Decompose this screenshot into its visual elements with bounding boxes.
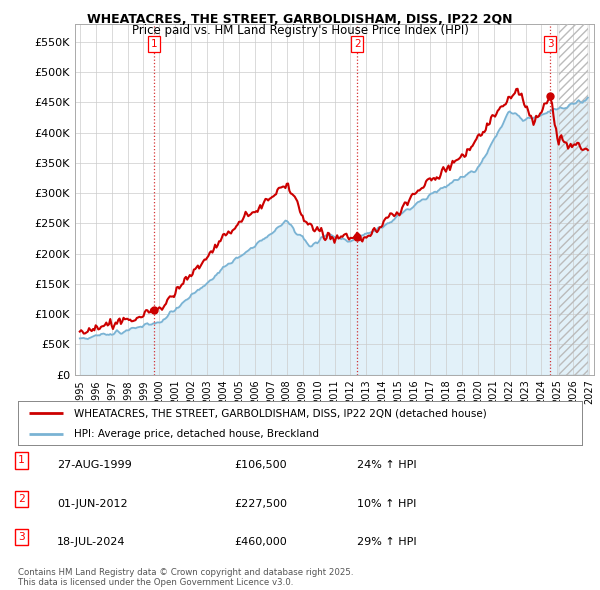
Text: 10% ↑ HPI: 10% ↑ HPI xyxy=(357,499,416,509)
Text: HPI: Average price, detached house, Breckland: HPI: Average price, detached house, Brec… xyxy=(74,428,319,438)
Text: 24% ↑ HPI: 24% ↑ HPI xyxy=(357,460,416,470)
Text: 3: 3 xyxy=(18,532,25,542)
Text: £106,500: £106,500 xyxy=(234,460,287,470)
Text: 27-AUG-1999: 27-AUG-1999 xyxy=(57,460,132,470)
Text: £227,500: £227,500 xyxy=(234,499,287,509)
Text: 2: 2 xyxy=(354,39,361,49)
Text: 01-JUN-2012: 01-JUN-2012 xyxy=(57,499,128,509)
Text: Contains HM Land Registry data © Crown copyright and database right 2025.
This d: Contains HM Land Registry data © Crown c… xyxy=(18,568,353,587)
Text: 1: 1 xyxy=(18,455,25,466)
Text: WHEATACRES, THE STREET, GARBOLDISHAM, DISS, IP22 2QN: WHEATACRES, THE STREET, GARBOLDISHAM, DI… xyxy=(87,13,513,26)
Text: £460,000: £460,000 xyxy=(234,537,287,547)
Text: 29% ↑ HPI: 29% ↑ HPI xyxy=(357,537,416,547)
Text: 3: 3 xyxy=(547,39,553,49)
Text: 18-JUL-2024: 18-JUL-2024 xyxy=(57,537,125,547)
Text: 1: 1 xyxy=(151,39,157,49)
Text: Price paid vs. HM Land Registry's House Price Index (HPI): Price paid vs. HM Land Registry's House … xyxy=(131,24,469,37)
Text: 2: 2 xyxy=(18,494,25,504)
Text: WHEATACRES, THE STREET, GARBOLDISHAM, DISS, IP22 2QN (detached house): WHEATACRES, THE STREET, GARBOLDISHAM, DI… xyxy=(74,408,487,418)
